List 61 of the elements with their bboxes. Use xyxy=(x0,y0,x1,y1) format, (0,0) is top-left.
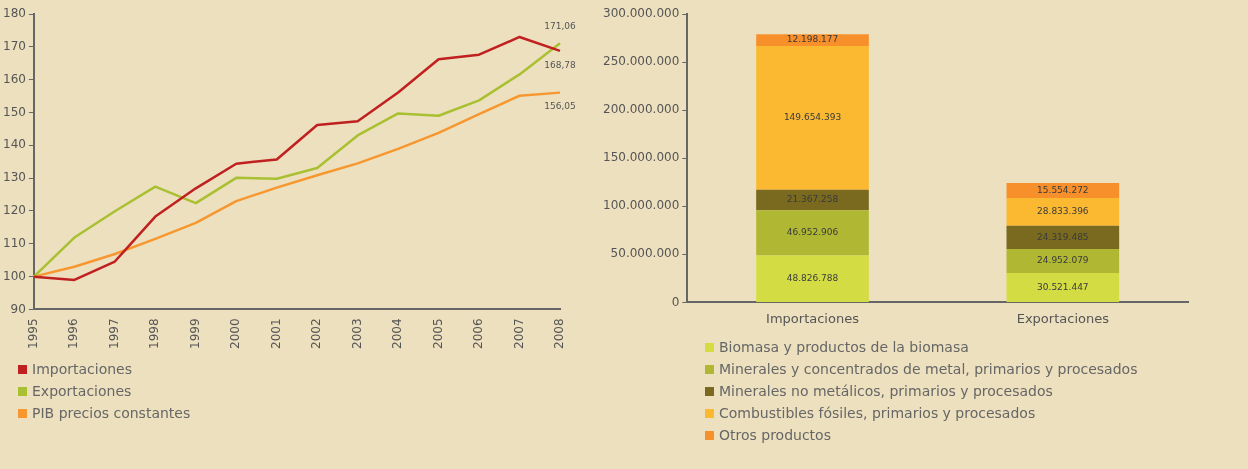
legend-label: Importaciones xyxy=(32,361,132,377)
x-tick-label: 2006 xyxy=(471,318,486,350)
bar xyxy=(756,210,869,256)
x-tick-label: Exportaciones xyxy=(1016,310,1110,326)
y-tick-label: 200.000.000 xyxy=(603,102,680,117)
x-tick-label: 2002 xyxy=(309,318,324,350)
bar xyxy=(756,45,869,190)
legend-label: Biomasa y productos de la biomasa xyxy=(719,339,969,355)
legend-label: Combustibles fósiles, primarios y procesados xyxy=(719,405,1036,421)
y-tick-label: 90 xyxy=(10,301,26,316)
y-tick-label: 100.000.000 xyxy=(603,198,680,213)
x-tick-label: 1995 xyxy=(26,318,41,350)
data-label: 12.198.177 xyxy=(786,34,839,45)
x-tick-label: Importaciones xyxy=(766,310,860,326)
data-label: 24.952.079 xyxy=(1037,255,1089,266)
y-tick-label: 100 xyxy=(3,268,26,283)
x-tick-label: 1999 xyxy=(187,318,202,350)
x-tick-label: 1996 xyxy=(66,318,81,350)
x-tick-label: 2000 xyxy=(228,318,243,350)
bar xyxy=(1006,225,1120,250)
data-label: 168,78 xyxy=(544,59,577,70)
x-tick-label: 2003 xyxy=(349,318,364,350)
data-label: 30.521.447 xyxy=(1037,281,1089,292)
y-tick-label: 140 xyxy=(3,137,26,152)
data-label: 156,05 xyxy=(544,101,576,112)
y-tick-label: 130 xyxy=(3,170,26,185)
legend-label: PIB precios constantes xyxy=(32,405,191,421)
bar xyxy=(1006,249,1120,274)
x-tick-label: 2007 xyxy=(511,318,526,350)
x-tick-label: 1998 xyxy=(147,318,162,350)
y-tick-label: 120 xyxy=(3,203,26,218)
y-tick-label: 170 xyxy=(3,38,26,53)
y-tick-label: 300.000.000 xyxy=(603,6,680,21)
data-label: 24.319.485 xyxy=(1037,231,1089,242)
legend-label: Otros productos xyxy=(719,427,831,443)
y-tick-label: 160 xyxy=(3,71,26,86)
x-tick-label: 1997 xyxy=(106,318,121,350)
x-tick-label: 2001 xyxy=(268,318,283,350)
y-tick-label: 250.000.000 xyxy=(603,54,680,69)
data-label: 48.826.788 xyxy=(786,273,839,284)
data-label: 15.554.272 xyxy=(1037,184,1089,195)
data-label: 46.952.906 xyxy=(786,227,839,238)
y-tick-label: 180 xyxy=(3,6,26,21)
y-tick-label: 150.000.000 xyxy=(603,150,680,165)
y-tick-label: 150 xyxy=(3,104,26,119)
x-tick-label: 2004 xyxy=(390,318,405,350)
data-label: 21.367.258 xyxy=(786,194,839,205)
data-label: 149.654.393 xyxy=(783,112,842,123)
legend-label: Minerales no metálicos, primarios y procesados xyxy=(719,383,1053,399)
legend-label: Exportaciones xyxy=(32,383,132,399)
y-tick-label: 50.000.000 xyxy=(610,246,680,261)
y-tick-label: 110 xyxy=(3,235,26,250)
bar xyxy=(1006,197,1120,226)
y-tick-label: 0 xyxy=(671,294,680,309)
legend-label: Minerales y concentrados de metal, primarios y procesados xyxy=(719,361,1138,377)
bar xyxy=(1006,273,1120,302)
data-label: 171,06 xyxy=(544,21,577,32)
x-tick-label: 2005 xyxy=(430,318,445,350)
x-tick-label: 2008 xyxy=(552,318,567,350)
bar xyxy=(756,255,869,302)
data-label: 28.833.396 xyxy=(1037,206,1089,217)
